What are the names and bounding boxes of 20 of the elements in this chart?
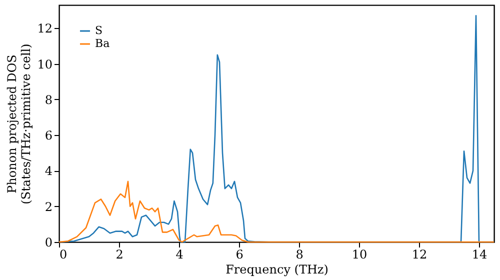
- line-series: [58, 180, 495, 243]
- y-tick-label: 12: [37, 22, 52, 36]
- y-tick-label: 10: [37, 57, 52, 72]
- y-tick-label: 2: [44, 200, 52, 214]
- y-tick-label: 0: [44, 236, 52, 250]
- x-tick-label: 2: [116, 248, 124, 262]
- x-tick-label: 12: [412, 248, 428, 262]
- y-tick-label: 4: [44, 164, 53, 178]
- legend-label: S: [95, 24, 103, 37]
- x-tick-label: 6: [236, 248, 244, 262]
- x-tick-label: 0: [60, 248, 68, 262]
- y-tick-label: 6: [44, 128, 52, 143]
- legend-label: Ba: [95, 37, 110, 50]
- y-tick-label: 8: [44, 92, 52, 107]
- x-tick-label: 14: [472, 248, 488, 262]
- x-axis-title: Frequency (THz): [226, 262, 328, 276]
- y-axis-title: Phonon projected DOS (States/THz·primitive cell): [5, 44, 34, 204]
- x-tick-label: 4: [176, 248, 184, 262]
- x-tick-label: 8: [296, 248, 304, 262]
- x-tick-label: 10: [352, 248, 368, 262]
